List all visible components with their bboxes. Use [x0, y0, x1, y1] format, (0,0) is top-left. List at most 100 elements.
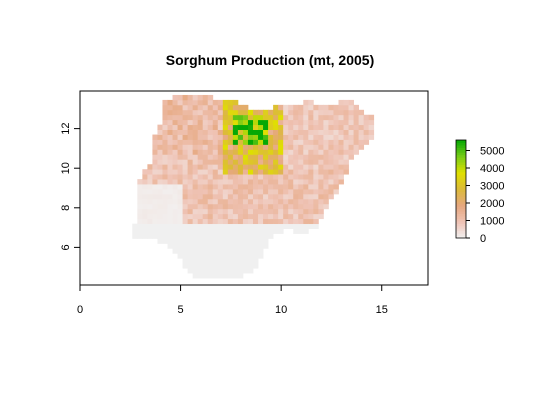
raster-cell: [137, 228, 143, 234]
raster-cell: [237, 134, 244, 140]
raster-cell: [157, 169, 163, 175]
raster-cell: [207, 174, 214, 180]
raster-cell: [222, 203, 229, 210]
raster-cell: [232, 159, 239, 165]
raster-cell: [192, 243, 199, 249]
raster-cell: [298, 119, 304, 126]
raster-cell: [288, 198, 294, 205]
chart-title: Sorghum Production (mt, 2005): [165, 52, 375, 68]
raster-cell: [247, 154, 254, 160]
raster-cell: [227, 248, 234, 254]
raster-cell: [207, 134, 214, 140]
raster-cell: [242, 213, 249, 220]
raster-cell: [177, 149, 183, 155]
raster-cell: [308, 184, 314, 190]
raster-cell: [172, 94, 178, 101]
raster-cell: [247, 169, 254, 175]
raster-cell: [227, 273, 234, 279]
raster-cell: [207, 139, 214, 145]
raster-cell: [207, 129, 214, 135]
raster-cell: [217, 164, 224, 170]
raster-cell: [187, 203, 194, 210]
raster-cell: [172, 134, 178, 140]
raster-cell: [313, 174, 319, 180]
raster-cell: [227, 134, 234, 140]
raster-cell: [343, 114, 349, 121]
raster-cell: [363, 129, 370, 135]
raster-cell: [212, 203, 219, 210]
raster-cell: [207, 124, 214, 130]
raster-cell: [142, 218, 148, 225]
raster-cell: [247, 218, 254, 225]
raster-cell: [227, 144, 234, 150]
raster-cell: [333, 139, 339, 145]
raster-cell: [308, 99, 314, 106]
raster-cell: [137, 198, 143, 205]
raster-cell: [308, 193, 314, 200]
raster-cell: [242, 119, 249, 126]
raster-cell: [237, 188, 244, 195]
legend-tick-label: 4000: [480, 163, 504, 175]
raster-cell: [202, 218, 209, 225]
raster-cell: [172, 193, 178, 200]
raster-cell: [217, 218, 224, 225]
raster-cell: [263, 213, 269, 220]
raster-cell: [162, 109, 168, 116]
raster-cell: [167, 198, 173, 205]
raster-cell: [242, 263, 249, 269]
raster-cell: [197, 159, 204, 165]
raster-cell: [192, 238, 199, 244]
raster-cell: [157, 193, 163, 200]
raster-cell: [283, 149, 289, 155]
raster-cell: [252, 208, 259, 215]
raster-cell: [273, 134, 279, 140]
raster-cell: [318, 174, 324, 180]
legend-swatch: [456, 157, 466, 161]
raster-cell: [142, 193, 148, 200]
raster-cell: [167, 119, 173, 126]
raster-cell: [207, 233, 214, 239]
raster-cell: [323, 193, 329, 200]
raster-cell: [217, 208, 224, 215]
raster-cell: [147, 198, 153, 205]
raster-cell: [207, 238, 214, 244]
raster-cell: [212, 268, 219, 274]
raster-cell: [252, 129, 259, 135]
raster-cell: [152, 154, 158, 160]
raster-cell: [152, 213, 158, 220]
raster-cell: [137, 203, 143, 210]
raster-cell: [278, 188, 284, 195]
raster-cell: [227, 119, 234, 126]
raster-cell: [237, 218, 244, 225]
raster-cell: [263, 243, 269, 249]
raster-cell: [217, 258, 224, 264]
raster-cell: [212, 109, 219, 116]
raster-cell: [227, 223, 234, 229]
raster-cell: [192, 188, 199, 195]
raster-cell: [323, 203, 329, 210]
raster-cell: [298, 124, 304, 130]
raster-cell: [252, 144, 259, 150]
raster-cell: [313, 164, 319, 170]
raster-cell: [263, 238, 269, 244]
raster-cell: [318, 169, 324, 175]
raster-cell: [308, 119, 314, 126]
raster-cell: [202, 119, 209, 126]
raster-cell: [252, 124, 259, 130]
y-tick-label: 10: [60, 162, 72, 174]
raster-cell: [283, 203, 289, 210]
raster-cell: [217, 188, 224, 195]
raster-cell: [167, 114, 173, 121]
raster-cell: [222, 99, 229, 106]
raster-cell: [298, 203, 304, 210]
raster-cell: [288, 218, 294, 225]
raster-cell: [242, 149, 249, 155]
raster-cell: [192, 263, 199, 269]
raster-cell: [358, 124, 365, 130]
raster-cell: [242, 228, 249, 234]
raster-cell: [323, 174, 329, 180]
raster-cell: [172, 159, 178, 165]
raster-cell: [323, 169, 329, 175]
legend-swatch: [456, 159, 466, 163]
raster-cell: [247, 134, 254, 140]
